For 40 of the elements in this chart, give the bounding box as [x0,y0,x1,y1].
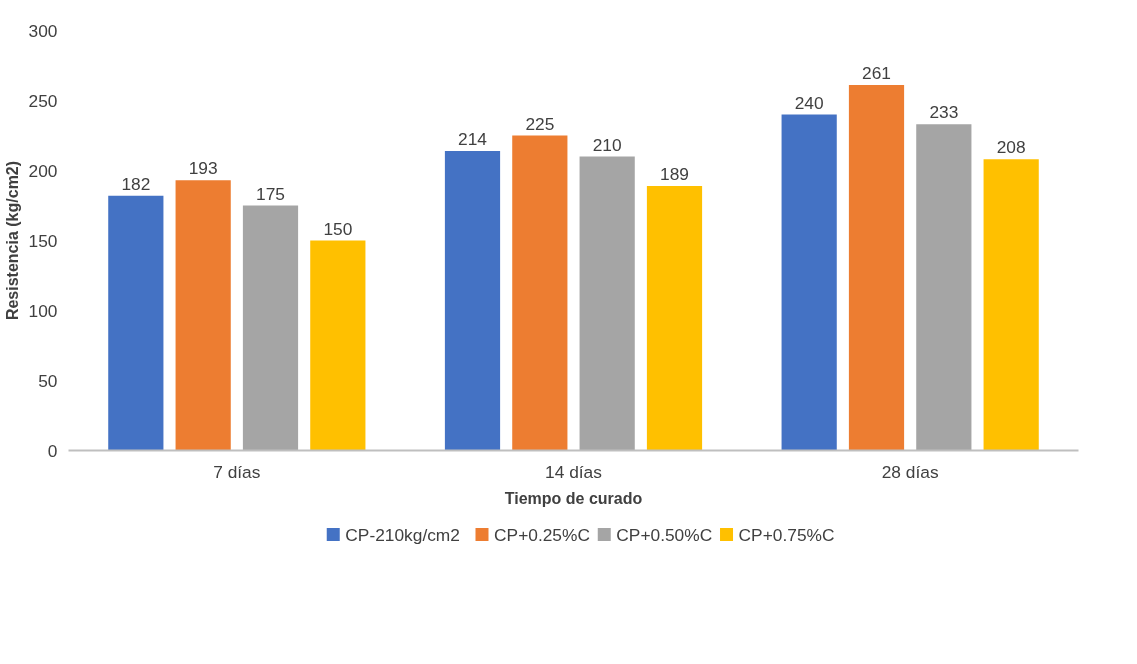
data-label: 233 [929,102,959,123]
bar [175,180,231,451]
data-label: 193 [188,158,218,179]
y-tick-label: 200 [28,160,58,181]
data-label: 214 [458,128,488,149]
legend-label: CP+0.50%C [616,524,713,545]
x-tick-label: 28 días [881,461,939,482]
x-axis-title: Tiempo de curado [504,489,643,507]
y-tick-label: 0 [47,440,58,461]
data-label: 261 [862,63,891,84]
y-tick-label: 300 [28,20,58,41]
bar [242,205,299,451]
bar [916,124,972,451]
data-label: 182 [121,173,151,194]
x-tick-label: 7 días [213,461,261,482]
y-tick-label: 150 [28,230,58,251]
y-tick-label: 250 [28,90,58,111]
legend-label: CP-210kg/cm2 [345,524,460,545]
y-axis-title: Resistencia (kg/cm2) [3,160,21,321]
x-tick-label: 14 días [545,461,603,482]
data-label: 150 [323,218,353,239]
legend-label: CP+0.25%C [494,524,590,545]
bar [781,114,837,451]
data-label: 208 [996,137,1026,158]
data-label: 210 [592,134,622,155]
data-label: 175 [256,183,285,204]
bar [646,185,703,451]
bar [444,150,501,451]
bar [983,159,1039,451]
bar [512,135,568,451]
legend-label: CP+0.75%C [738,524,835,545]
bar [579,156,635,451]
data-label: 240 [794,92,824,113]
bar [310,240,366,451]
y-tick-label: 100 [28,300,58,321]
bar [108,195,164,451]
bar [848,85,905,451]
y-tick-label: 50 [38,370,58,391]
data-label: 225 [525,113,555,134]
data-label: 189 [660,163,689,184]
